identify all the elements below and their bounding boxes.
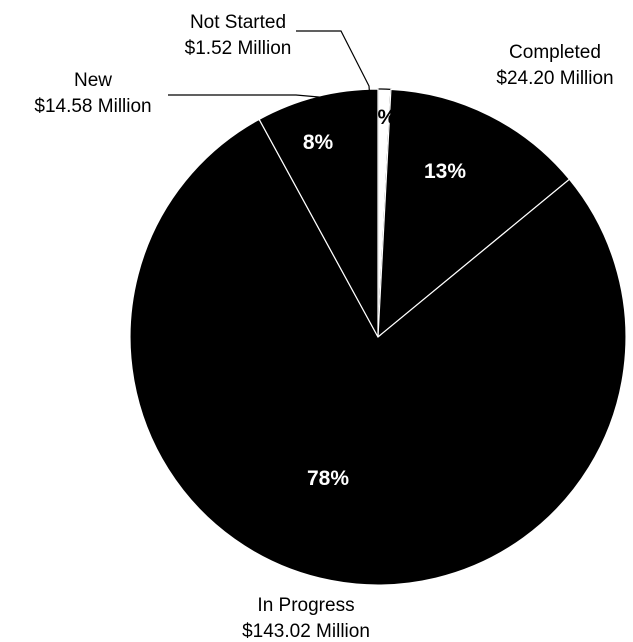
pie-slice-completed bbox=[377, 88, 571, 339]
percent-labels: 1% 13% 78% 8% bbox=[303, 106, 467, 490]
leader-lines bbox=[168, 30, 371, 101]
percent-label-in-progress: 78% bbox=[307, 467, 349, 490]
percent-label-completed: 13% bbox=[424, 160, 466, 183]
category-name-not-started: Not Started bbox=[190, 12, 286, 33]
category-name-completed: Completed bbox=[509, 42, 601, 63]
category-value-completed: $24.20 Million bbox=[496, 68, 613, 89]
category-label-not-started: Not Started $1.52 Million bbox=[185, 12, 292, 59]
leader-line-not-started bbox=[296, 30, 371, 101]
category-name-in-progress: In Progress bbox=[257, 595, 354, 616]
category-label-completed: Completed $24.20 Million bbox=[496, 42, 613, 89]
category-value-new: $14.58 Million bbox=[34, 96, 151, 117]
category-labels: Not Started $1.52 Million Completed $24.20 … bbox=[34, 12, 613, 642]
category-name-new: New bbox=[74, 70, 112, 91]
category-label-new: New $14.58 Million bbox=[34, 70, 151, 117]
percent-label-not-started: 1% bbox=[366, 106, 397, 129]
pie-slices bbox=[129, 88, 627, 586]
category-label-in-progress: In Progress $143.02 Million bbox=[242, 595, 370, 642]
pie-slice-in-progress bbox=[129, 118, 627, 586]
leader-line-new bbox=[168, 94, 331, 99]
category-value-in-progress: $143.02 Million bbox=[242, 621, 370, 642]
category-value-not-started: $1.52 Million bbox=[185, 38, 292, 59]
percent-label-new: 8% bbox=[303, 131, 334, 154]
